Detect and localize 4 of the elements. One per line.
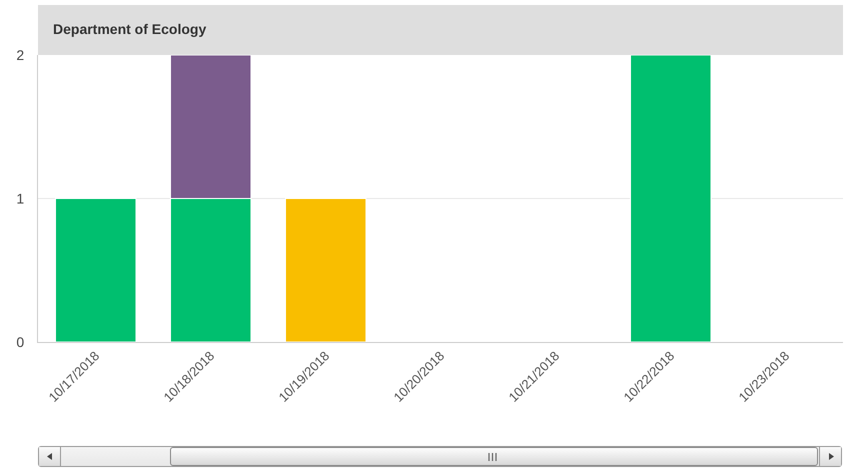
y-tick-label: 0 bbox=[16, 334, 24, 350]
y-tick-label: 1 bbox=[16, 190, 24, 206]
chart-title: Department of Ecology bbox=[53, 20, 206, 37]
y-tick-label: 2 bbox=[16, 46, 24, 63]
